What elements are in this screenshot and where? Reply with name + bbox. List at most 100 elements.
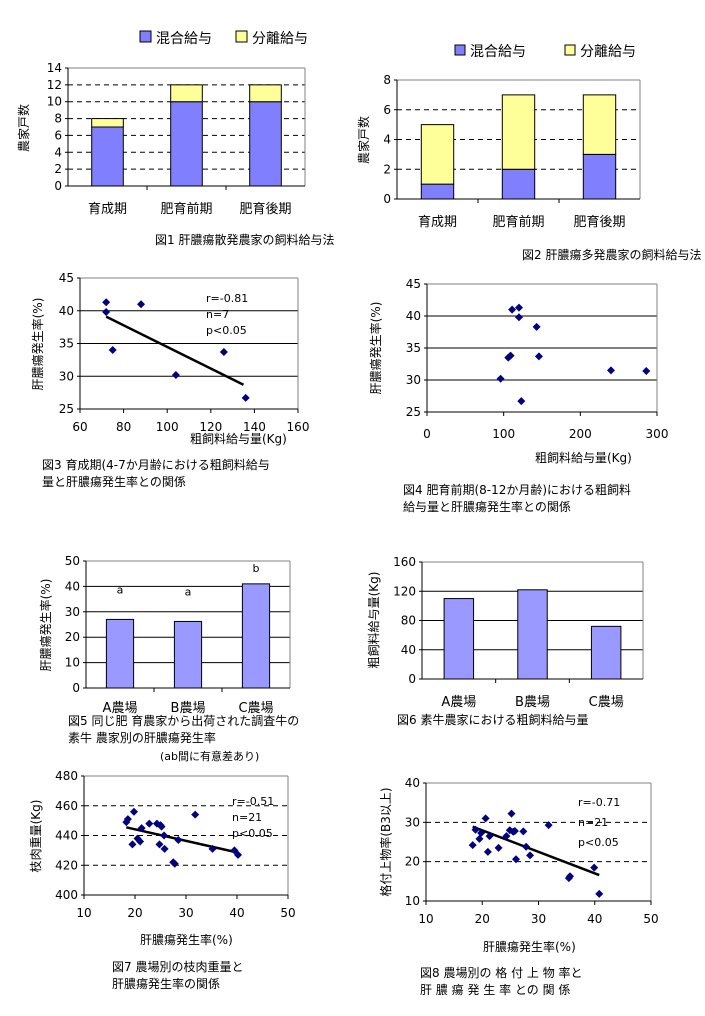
fig8-xtick-label: 20 xyxy=(475,912,490,926)
fig8-caption-line: 肝 膿 瘍 発 生 率 との 関 係 xyxy=(420,982,570,997)
fig8-point xyxy=(519,827,528,836)
fig8-point xyxy=(468,841,477,850)
fig7-stat-annotation: p<0.05 xyxy=(232,827,273,840)
fig1-ylabel: 農家戸数 xyxy=(16,104,31,152)
fig2-bar-mixed xyxy=(501,168,536,200)
fig4-chart: 25 30 35 40 45 0 100 200 300 肝膿瘍発生率(%) 粗飼料給与量(Kg) 図… xyxy=(368,277,668,514)
fig5-category-label: A農場 xyxy=(103,701,138,716)
fig3-xtick-label: 100 xyxy=(156,420,179,434)
fig1-ytick-label: 4 xyxy=(54,145,62,159)
fig1-bar-mixed xyxy=(170,101,203,187)
fig3-caption-line: 図3 育成期(4-7か月齢における粗飼料給与 xyxy=(42,457,270,472)
fig4-xtick-label: 100 xyxy=(492,427,515,441)
fig7-xtick-label: 10 xyxy=(76,906,91,920)
fig7-point xyxy=(234,850,243,859)
fig6-category-label: A農場 xyxy=(441,695,476,710)
fig3-ytick-label: 30 xyxy=(59,369,74,383)
fig8-point xyxy=(477,828,486,837)
fig8-point xyxy=(566,872,574,881)
fig8-point xyxy=(544,821,553,830)
fig4-point xyxy=(534,352,543,361)
fig8-point xyxy=(471,825,480,834)
fig8-ytick-label: 10 xyxy=(405,894,420,908)
fig1-ytick-label: 10 xyxy=(47,95,62,109)
fig3-trendline xyxy=(105,315,245,386)
fig8-ytick-label: 20 xyxy=(405,855,420,869)
fig7-point xyxy=(157,822,166,831)
fig5-bar xyxy=(173,620,203,689)
fig7-ytick-label: 480 xyxy=(55,769,78,783)
fig2-legend-swatch xyxy=(454,44,466,56)
fig2-ytick-label: 4 xyxy=(383,133,391,147)
fig4-ylabel: 肝膿瘍発生率(%) xyxy=(368,302,383,395)
fig3-chart: 25 30 35 40 45 60 80 100 120 140 160 r=-0.81 n=7 p<0.… xyxy=(30,271,309,489)
fig3-point xyxy=(102,298,111,307)
fig4-point xyxy=(532,322,541,331)
fig5-caption-line: 図5 同じ肥 育農家から出荷された調査牛の xyxy=(68,713,299,728)
fig5-bar xyxy=(241,583,271,689)
fig7-ytick-label: 420 xyxy=(55,858,78,872)
fig2-bar-separate xyxy=(582,94,617,155)
fig8-point xyxy=(494,843,503,852)
fig1-caption-line: 図1 肝膿瘍散発農家の飼料給与法 xyxy=(155,232,334,247)
fig5-ytick-label: 50 xyxy=(65,554,80,568)
fig7-xtick-label: 50 xyxy=(280,906,295,920)
fig7-ytick-label: 440 xyxy=(55,829,78,843)
fig4-xtick-label: 200 xyxy=(569,427,592,441)
fig2-ytick-label: 2 xyxy=(383,162,391,176)
fig8-stat-annotation: n=21 xyxy=(578,816,608,829)
fig1-ytick-label: 12 xyxy=(47,78,62,92)
fig8-point xyxy=(481,814,490,823)
fig6-ytick-label: 40 xyxy=(401,643,416,657)
fig6-ylabel: 粗飼料給与量(Kg) xyxy=(366,572,381,669)
fig2-ylabel: 農家戸数 xyxy=(356,116,371,164)
fig7-ylabel: 枝肉重量(Kg) xyxy=(28,800,43,873)
fig5-significance-label: b xyxy=(253,562,260,575)
fig7-xtick-label: 40 xyxy=(229,906,244,920)
fig8-ylabel: 格付上物率(B3以上) xyxy=(378,787,393,896)
fig3-ytick-label: 35 xyxy=(59,337,74,351)
fig4-xtick-label: 300 xyxy=(646,427,669,441)
fig7-point xyxy=(155,840,164,849)
fig6-category-label: C農場 xyxy=(589,695,624,710)
fig1-bar-mixed xyxy=(249,101,282,187)
fig8-xtick-label: 40 xyxy=(587,912,602,926)
fig3-point xyxy=(219,348,228,357)
fig3-xtick-label: 120 xyxy=(199,420,222,434)
fig6-caption-line: 図6 素牛農家における粗飼料給与量 xyxy=(397,712,588,727)
fig8-xlabel: 肝膿瘍発生率(%) xyxy=(483,939,576,954)
fig1-ytick-label: 6 xyxy=(54,128,62,142)
fig1-bar-separate xyxy=(249,84,282,103)
fig8-stat-annotation: p<0.05 xyxy=(578,836,619,849)
fig4-point xyxy=(517,397,526,406)
fig5-bar xyxy=(105,618,135,689)
fig3-point xyxy=(108,346,117,355)
fig2-ytick-label: 8 xyxy=(383,73,391,87)
fig1-legend-swatch xyxy=(235,30,248,43)
fig2-caption-line: 図2 肝膿瘍多発農家の飼料給与法 xyxy=(522,247,701,262)
fig2-bar-mixed xyxy=(582,153,617,200)
fig2-bar-mixed xyxy=(420,183,455,200)
fig7-point xyxy=(174,835,183,844)
fig3-point xyxy=(137,300,146,309)
fig2-category-label: 肥育後期 xyxy=(573,214,625,230)
fig8-caption-line: 図8 農場別の 格 付 上 物 率と xyxy=(420,965,583,980)
fig7-stat-annotation: r=-0.51 xyxy=(232,795,274,808)
fig6-chart: 0 40 80 120 160 A農場 B農場 C農場 粗飼料給与量(Kg) 図6 素牛農家におけ… xyxy=(366,555,644,727)
fig8-point xyxy=(507,809,516,818)
fig7-point xyxy=(128,840,137,849)
fig1-ytick-label: 0 xyxy=(54,179,62,193)
fig3-stat-annotation: r=-0.81 xyxy=(206,292,248,305)
fig1-ytick-label: 2 xyxy=(54,162,62,176)
fig1-legend-label: 分離給与 xyxy=(252,30,308,47)
fig3-xtick-label: 160 xyxy=(287,420,310,434)
fig6-ytick-label: 80 xyxy=(401,614,416,628)
fig7-point xyxy=(136,837,145,846)
fig7-point xyxy=(170,859,179,868)
fig3-xtick-label: 80 xyxy=(116,420,131,434)
fig2-bar-separate xyxy=(501,94,536,170)
fig5-ytick-label: 10 xyxy=(65,656,80,670)
fig7-point xyxy=(208,844,217,853)
